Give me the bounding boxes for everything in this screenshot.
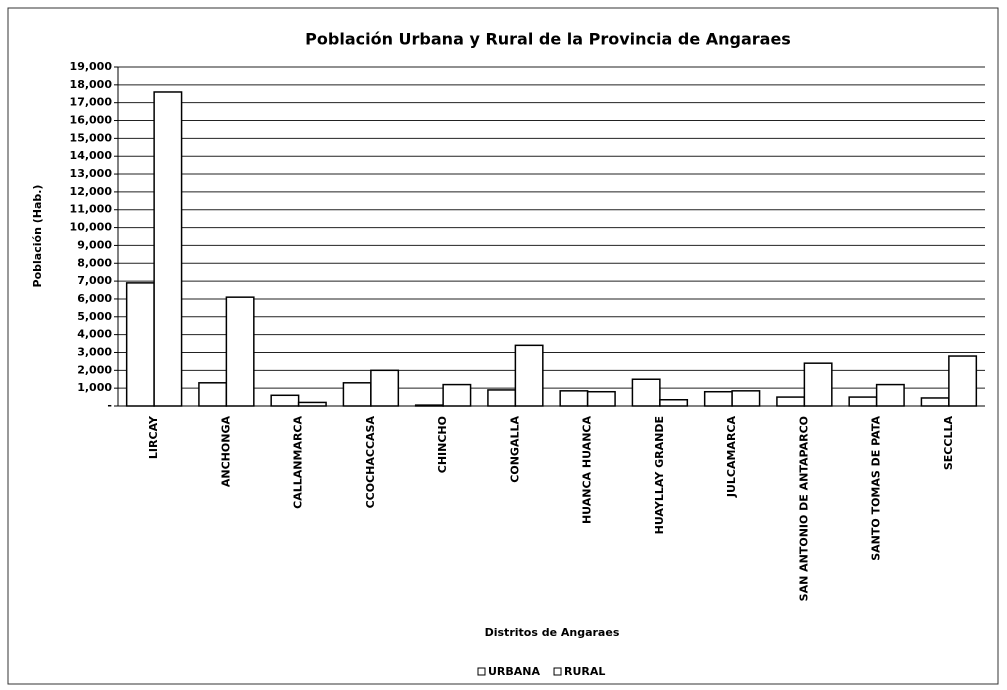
bar <box>659 399 689 407</box>
y-axis-title: Población (Hab.) <box>31 185 44 288</box>
x-tick-label: JULCAMARCA <box>725 416 738 499</box>
y-tick-label: 17,000 <box>70 96 113 109</box>
x-tick-label: ANCHONGA <box>219 416 232 488</box>
y-tick-label: 6,000 <box>77 292 112 305</box>
bar <box>631 378 661 407</box>
y-tick-label: 14,000 <box>70 149 113 162</box>
bar <box>198 382 228 407</box>
legend-label: URBANA <box>488 665 541 678</box>
y-tick-label: 19,000 <box>70 60 113 73</box>
x-tick-label: CCOCHACCASA <box>364 416 377 509</box>
y-tick-label: 15,000 <box>70 131 113 144</box>
y-tick-label: 2,000 <box>77 363 112 376</box>
bar <box>442 383 472 407</box>
bar <box>225 296 255 407</box>
y-tick-label: 3,000 <box>77 345 112 358</box>
legend-label: RURAL <box>564 665 605 678</box>
bar <box>297 401 327 407</box>
x-tick-label: SAN ANTONIO DE ANTAPARCO <box>797 416 810 601</box>
y-tick-label: 13,000 <box>70 167 113 180</box>
bar <box>153 91 183 407</box>
y-tick-label: 8,000 <box>77 256 112 269</box>
bar <box>487 389 517 407</box>
y-tick-label: 10,000 <box>70 221 113 234</box>
bar <box>848 396 878 407</box>
bar <box>920 397 950 407</box>
y-tick-label: 18,000 <box>70 78 113 91</box>
x-tick-label: SANTO TOMAS DE PATA <box>870 416 883 561</box>
x-tick-label: LIRCAY <box>147 415 160 459</box>
bar <box>875 383 905 407</box>
x-tick-label: CALLANMARCA <box>292 416 305 509</box>
bar <box>776 396 806 407</box>
x-tick-label: CONGALLA <box>508 416 521 483</box>
y-tick-label: 16,000 <box>70 114 113 127</box>
bar <box>514 344 544 407</box>
x-tick-label: SECCLLA <box>942 416 955 471</box>
bar <box>125 282 155 407</box>
y-tick-label: 1,000 <box>77 381 112 394</box>
y-tick-label: 12,000 <box>70 185 113 198</box>
bar <box>342 382 372 407</box>
bar <box>586 390 616 407</box>
bar <box>370 369 400 407</box>
legend-swatch <box>477 667 486 676</box>
bar <box>948 355 978 407</box>
y-tick-label: 11,000 <box>70 203 113 216</box>
y-tick-label: - <box>107 399 112 412</box>
bar <box>703 390 733 407</box>
legend-swatch <box>553 667 562 676</box>
bar <box>270 394 300 407</box>
y-tick-label: 4,000 <box>77 328 112 341</box>
y-tick-label: 7,000 <box>77 274 112 287</box>
chart-title: Población Urbana y Rural de la Provincia… <box>305 30 791 49</box>
x-tick-label: HUANCA HUANCA <box>581 416 594 525</box>
bar <box>731 390 761 407</box>
x-tick-label: HUAYLLAY GRANDE <box>653 416 666 534</box>
x-axis-title: Distritos de Angaraes <box>485 626 620 639</box>
y-tick-label: 5,000 <box>77 310 112 323</box>
x-tick-label: CHINCHO <box>436 416 449 473</box>
bar <box>803 362 833 407</box>
y-tick-label: 9,000 <box>77 238 112 251</box>
bar <box>559 390 589 407</box>
